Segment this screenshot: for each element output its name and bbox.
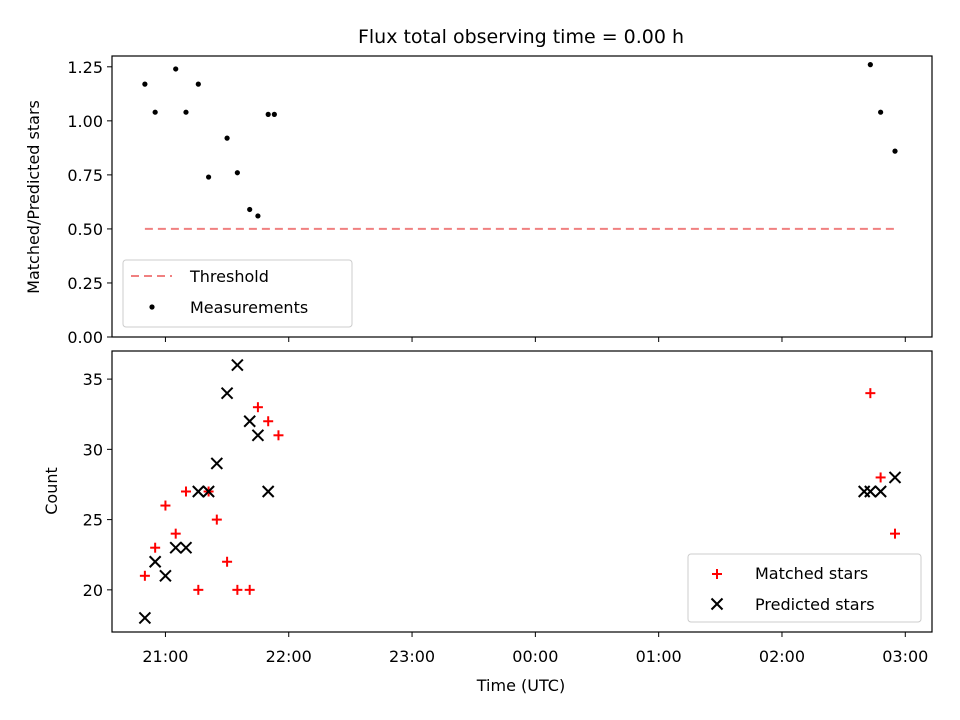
matched-star-point <box>170 528 181 539</box>
legend-measurements-label: Measurements <box>190 298 308 317</box>
bottom-legend-box <box>687 553 922 623</box>
legend-measurements-swatch <box>149 304 155 310</box>
bottom-axes-frame <box>111 350 933 633</box>
matched-star-point <box>252 402 263 413</box>
top-panel: Matched/Predicted stars 0.00 0.25 0.50 0.75… <box>24 55 933 347</box>
predicted-star-point <box>148 555 162 568</box>
predicted-star-point <box>169 541 182 554</box>
bottom-legend: Matched stars Predicted stars <box>687 553 922 623</box>
measurement-point <box>205 174 212 180</box>
measurement-point <box>195 81 201 87</box>
matched-star-point <box>160 500 171 511</box>
top-y-ticks: 0.00 0.25 0.50 0.75 1.00 1.25 <box>67 58 112 347</box>
measurement-points <box>142 62 898 219</box>
matched-star-point <box>244 584 255 595</box>
matched-star-point <box>150 542 161 553</box>
bottom-panel: Count Time (UTC) 20 25 30 35 21:00 22:00 23:0… <box>42 350 933 695</box>
bottom-x-tick-label: 01:00 <box>636 647 682 666</box>
matched-star-point <box>875 472 886 483</box>
top-x-ticks <box>164 337 906 342</box>
measurement-point <box>142 81 148 87</box>
bottom-y-tick-label: 20 <box>83 581 103 600</box>
matched-star-point <box>273 430 284 441</box>
chart-title: Flux total observing time = 0.00 h <box>358 26 684 48</box>
matched-star-point <box>263 416 274 427</box>
matched-star-point <box>193 584 204 595</box>
bottom-x-tick-label: 02:00 <box>759 647 805 666</box>
top-y-tick-label: 0.25 <box>67 274 103 293</box>
matched-star-point <box>211 514 222 525</box>
measurement-point <box>224 135 230 141</box>
predicted-star-point <box>874 485 887 498</box>
predicted-star-point <box>864 485 877 498</box>
measurement-point <box>867 62 873 68</box>
predicted-star-point <box>231 358 244 372</box>
bottom-y-tick-label: 35 <box>83 370 103 389</box>
measurement-point <box>152 109 158 115</box>
predicted-stars-points <box>138 358 902 625</box>
top-axes-frame <box>111 55 933 338</box>
predicted-star-point <box>179 541 193 554</box>
bottom-y-tick-label: 25 <box>83 511 103 530</box>
predicted-star-point <box>857 485 871 498</box>
matched-star-point <box>232 584 243 595</box>
legend-matched-label: Matched stars <box>755 564 868 583</box>
bottom-y-tick-label: 30 <box>83 440 103 459</box>
legend-threshold-label: Threshold <box>189 267 269 286</box>
bottom-x-tick-label: 21:00 <box>142 647 188 666</box>
bottom-x-ticks: 21:00 22:00 23:00 00:00 01:00 02:00 03:00 <box>142 632 928 666</box>
bottom-x-tick-label: 03:00 <box>882 647 928 666</box>
predicted-star-point <box>210 457 224 470</box>
measurement-point <box>247 206 253 213</box>
predicted-star-point <box>243 415 256 428</box>
measurement-point <box>255 213 261 219</box>
predicted-star-point <box>220 386 234 400</box>
legend-predicted-swatch <box>710 597 724 611</box>
legend-matched-swatch <box>712 569 722 579</box>
bottom-x-tick-label: 23:00 <box>389 647 435 666</box>
top-y-tick-label: 1.25 <box>67 58 103 77</box>
matched-star-point <box>890 528 901 539</box>
measurement-point <box>892 148 898 154</box>
bottom-x-tick-label: 00:00 <box>512 647 558 666</box>
predicted-star-point <box>138 611 152 625</box>
top-y-tick-label: 0.00 <box>67 328 103 347</box>
bottom-x-tick-label: 22:00 <box>266 647 312 666</box>
measurement-point <box>271 111 277 117</box>
bottom-y-axis-label: Count <box>42 467 61 515</box>
top-y-tick-label: 0.75 <box>67 166 103 185</box>
matched-star-point <box>865 388 876 399</box>
predicted-star-point <box>192 485 205 498</box>
measurement-point <box>234 170 240 176</box>
matched-star-point <box>139 570 150 581</box>
predicted-star-point <box>159 569 172 583</box>
measurement-point <box>265 111 271 117</box>
measurement-point <box>173 66 179 72</box>
x-axis-label: Time (UTC) <box>476 676 565 695</box>
top-legend: Threshold Measurements <box>122 259 353 328</box>
top-y-axis-label: Matched/Predicted stars <box>24 100 43 294</box>
top-y-tick-label: 0.50 <box>67 220 103 239</box>
measurement-point <box>878 109 884 115</box>
top-y-tick-label: 1.00 <box>67 112 103 131</box>
legend-predicted-label: Predicted stars <box>755 595 875 614</box>
legend-x-marker <box>710 597 724 611</box>
bottom-y-ticks: 20 25 30 35 <box>83 370 112 600</box>
legend-plus-marker <box>712 569 722 579</box>
predicted-star-point <box>202 485 215 498</box>
predicted-star-point <box>888 471 902 484</box>
predicted-star-point <box>261 485 275 498</box>
measurement-point <box>183 109 189 115</box>
matched-star-point <box>180 486 191 497</box>
matched-stars-points <box>139 388 901 595</box>
matched-star-point <box>222 556 233 567</box>
top-legend-box <box>122 259 353 328</box>
predicted-star-point <box>251 429 265 442</box>
